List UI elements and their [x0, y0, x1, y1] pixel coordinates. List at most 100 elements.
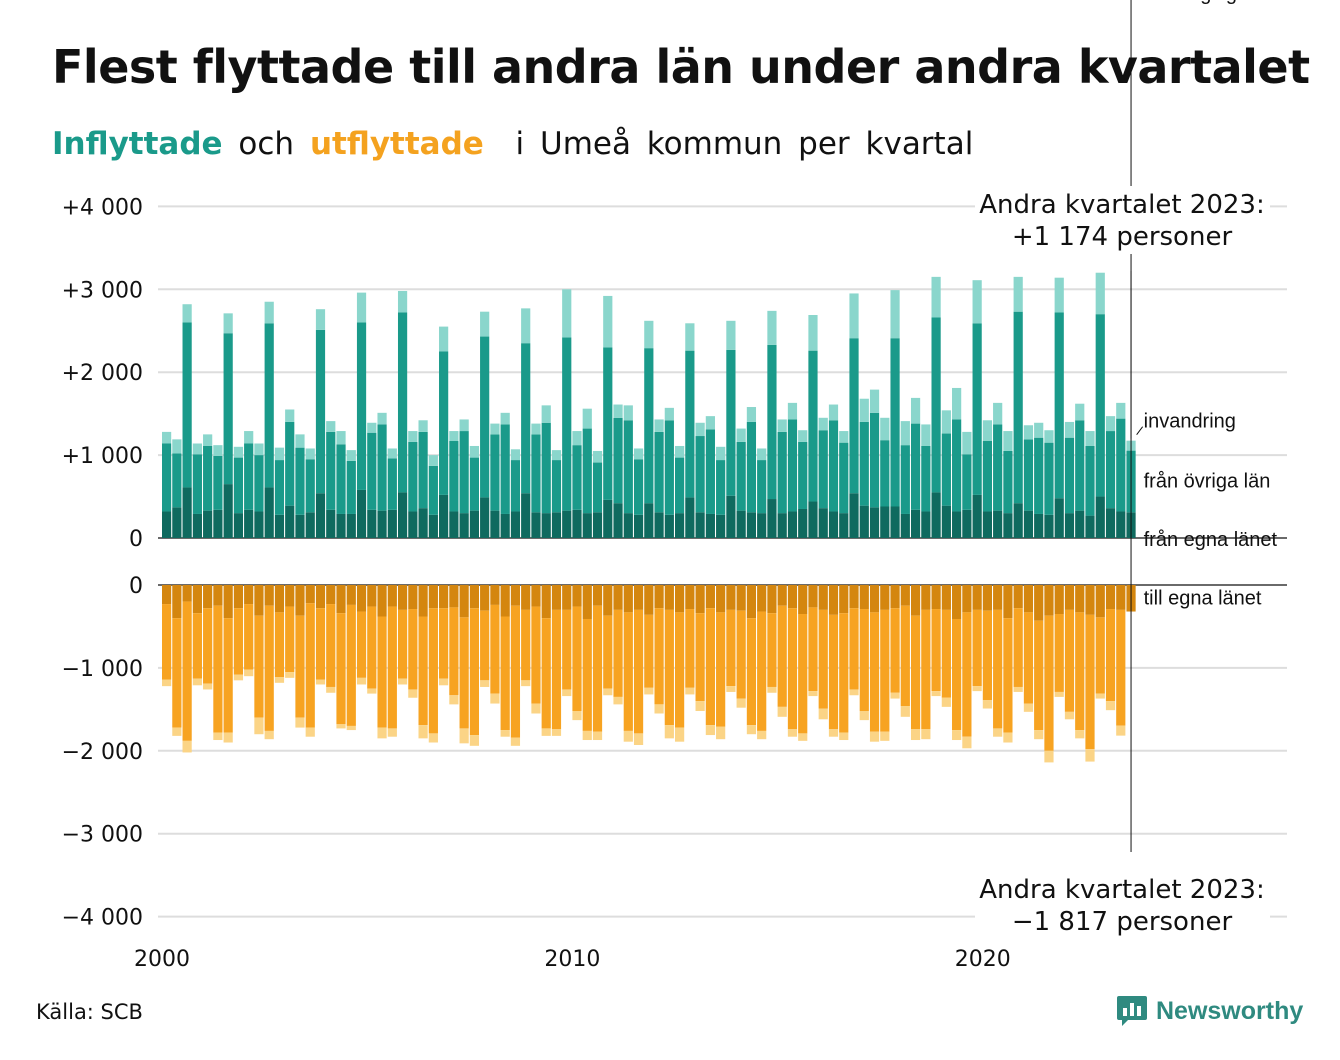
inflow-bar-egna [1054, 498, 1064, 538]
outflow-bar-ovriga [941, 609, 951, 698]
outflow-bar-utvandring [1054, 691, 1064, 697]
outflow-bars [162, 585, 1136, 763]
inflow-bar-egna [315, 493, 326, 538]
outflow-bar-ovriga [377, 616, 387, 728]
outflow-bar-utvandring [387, 728, 397, 737]
inflow-bar-invandring [254, 443, 264, 456]
outflow-bar-egna [233, 585, 244, 609]
inflow-bar-egna [849, 493, 859, 538]
outflow-bar-egna [356, 585, 367, 612]
outflow-bar-ovriga [1044, 615, 1054, 751]
inflow-bar-invandring [418, 420, 428, 432]
inflow-bar-egna [941, 505, 951, 538]
series-label-utvandring: utvandring [1144, 0, 1237, 5]
outflow-bar-ovriga [1085, 614, 1095, 750]
inflow-bar-invandring [1023, 425, 1034, 440]
inflow-bar-invandring [213, 445, 223, 456]
inflow-bar-ovriga [480, 336, 490, 498]
inflow-bar-ovriga [664, 420, 674, 515]
inflow-bar-egna [572, 509, 582, 538]
inflow-bar-ovriga [510, 460, 521, 512]
outflow-bar-egna [941, 585, 951, 610]
inflow-bar-invandring [623, 405, 633, 421]
series-label-till-ovriga-lan: till övriga län [1144, 0, 1255, 5]
outflow-bar-ovriga [315, 608, 326, 680]
outflow-bar-egna [1064, 585, 1075, 610]
outflow-bar-utvandring [336, 724, 346, 729]
inflow-bar-egna [757, 513, 767, 538]
outflow-bar-egna [910, 585, 921, 616]
inflow-bar-invandring [274, 447, 285, 461]
inflow-bar-egna [1023, 510, 1034, 538]
outflow-bar-ovriga [274, 612, 285, 678]
inflow-bar-invandring [798, 430, 808, 442]
inflow-bar-egna [439, 494, 449, 538]
outflow-bar-utvandring [305, 727, 315, 737]
outflow-bar-ovriga [921, 609, 931, 730]
inflow-bar-ovriga [736, 441, 746, 511]
annotation-bottom-line1: Andra kvartalet 2023: [979, 875, 1264, 905]
inflow-bar-invandring [931, 276, 941, 318]
outflow-bar-ovriga [367, 606, 377, 689]
inflow-bar-ovriga [562, 337, 572, 511]
inflow-bar-invandring [921, 424, 931, 446]
inflow-bar-egna [910, 509, 921, 538]
outflow-bar-ovriga [480, 610, 490, 681]
outflow-bar-ovriga [880, 609, 890, 732]
inflow-bar-ovriga [1003, 450, 1013, 514]
outflow-bar-egna [531, 585, 541, 607]
outflow-bar-ovriga [972, 609, 982, 687]
inflow-bar-invandring [685, 323, 695, 351]
inflow-bar-ovriga [787, 419, 798, 512]
outflow-bar-utvandring [921, 729, 931, 740]
inflow-bar-ovriga [767, 344, 777, 500]
inflow-bar-ovriga [1105, 431, 1116, 509]
inflow-bar-ovriga [326, 431, 336, 510]
inflow-bar-invandring [972, 280, 982, 324]
outflow-bar-utvandring [818, 708, 828, 720]
inflow-bar-egna [367, 509, 377, 538]
inflow-bar-egna [428, 514, 438, 538]
inflow-bar-invandring [757, 448, 767, 461]
inflow-bar-egna [295, 514, 305, 538]
inflow-bar-ovriga [182, 322, 192, 488]
inflow-bar-egna [982, 511, 992, 538]
annotation-bottom-line2: −1 817 personer [1012, 907, 1233, 937]
series-labels: invandring från övriga län från egna länet… [1136, 0, 1278, 609]
inflow-bar-egna [705, 513, 715, 538]
outflow-bar-ovriga [582, 618, 592, 731]
y-tick-label: +2 000 [62, 361, 143, 386]
inflow-bar-egna [952, 511, 962, 538]
inflow-bar-ovriga [172, 453, 182, 508]
outflow-bar-ovriga [203, 608, 213, 684]
inflow-bar-egna [654, 512, 664, 538]
outflow-bar-egna [1023, 585, 1034, 613]
grid-lines [158, 205, 1287, 918]
inflow-bar-egna [1034, 513, 1044, 538]
inflow-bar-egna [1013, 503, 1023, 538]
outflow-bar-egna [1075, 585, 1085, 613]
outflow-bar-utvandring [541, 728, 551, 736]
inflow-bar-ovriga [295, 447, 305, 515]
inflow-bar-ovriga [213, 455, 223, 510]
outflow-bar-ovriga [1116, 609, 1126, 726]
inflow-bar-invandring [346, 450, 356, 461]
outflow-bar-ovriga [172, 618, 182, 728]
outflow-bar-ovriga [777, 605, 787, 707]
outflow-bar-egna [736, 585, 746, 611]
inflow-bar-ovriga [490, 434, 500, 511]
y-tick-label: +1 000 [62, 444, 143, 469]
inflow-bar-invandring [490, 423, 500, 435]
outflow-bar-utvandring [367, 688, 377, 694]
outflow-bar-ovriga [490, 604, 500, 694]
inflow-bar-ovriga [798, 441, 808, 509]
outflow-bar-utvandring [531, 703, 541, 714]
inflow-bar-ovriga [428, 465, 438, 515]
inflow-bar-egna [921, 511, 931, 538]
inflow-bar-ovriga [233, 457, 244, 514]
inflow-bar-invandring [603, 295, 613, 348]
inflow-bar-egna [397, 492, 408, 538]
outflow-bar-egna [326, 585, 336, 605]
outflow-bar-egna [798, 585, 808, 615]
inflow-bar-invandring [808, 314, 818, 351]
